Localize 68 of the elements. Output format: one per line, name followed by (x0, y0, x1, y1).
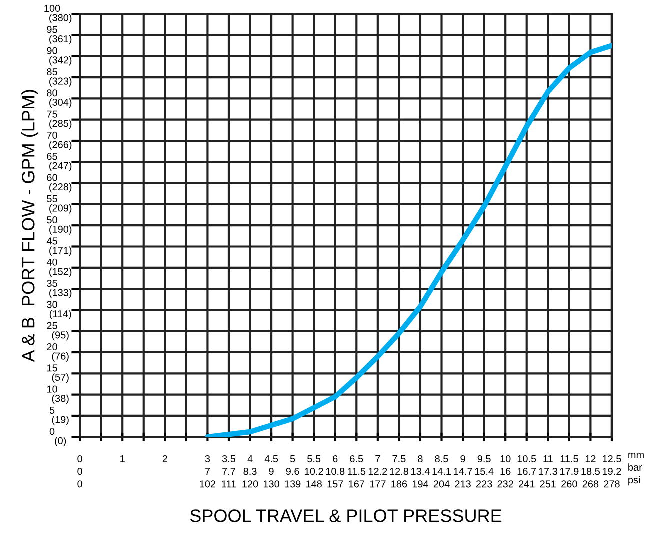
x-tick-label: 12 18.5 268 (582, 455, 600, 488)
y-tick-label: 15 (47, 364, 58, 372)
y-tick-label: 60 (47, 174, 58, 182)
y-tick-label: 95 (47, 26, 58, 34)
x-tick-label: 6 10.8 157 (326, 455, 345, 488)
y-tick-label: 20 (47, 343, 58, 351)
y-tick-label: 80 (47, 90, 58, 97)
text: mm bar psi (628, 452, 644, 486)
y2-tick-label: (152) (50, 268, 72, 278)
y-tick-label: 90 (47, 47, 58, 54)
x-tick-label: 3 7 102 (200, 455, 216, 488)
y2-tick-label: (171) (50, 246, 72, 256)
y-tick-label: 50 (47, 216, 58, 224)
x-tick-label: 9.5 15.4 223 (475, 455, 494, 488)
y-tick-label: 75 (47, 110, 58, 118)
x-tick-label: 2 (162, 455, 168, 462)
y2-tick-label: (0) (55, 437, 66, 446)
y2-tick-label: (266) (50, 140, 72, 150)
x-tick-label: 5 9.6 139 (285, 456, 301, 488)
x-tick-label: 12.5 19.2 278 (603, 455, 622, 488)
x-tick-label: 8.5 14.1 204 (432, 455, 451, 488)
y2-tick-label: (247) (50, 162, 72, 172)
x-tick-label: 9 14.7 213 (454, 455, 472, 488)
y2-tick-label: (57) (52, 374, 69, 383)
y-tick-label: 100 (44, 5, 60, 12)
x-tick-label: 4 8.3 120 (242, 456, 258, 488)
x-tick-label: 6.5 11.5 167 (348, 455, 366, 488)
y2-tick-label: (190) (50, 226, 72, 235)
y-tick-label: 5 (50, 407, 55, 414)
x-tick-label: 11 17.3 251 (539, 456, 558, 488)
x-tick-label: 0 0 0 (78, 455, 82, 488)
x-tick-label: 11.5 17.9 260 (560, 456, 579, 488)
y2-tick-label: (19) (52, 416, 69, 426)
y-tick-label: 30 (47, 301, 58, 308)
y-axis-title: A & B PORT FLOW - GPM (LPM) (22, 90, 38, 362)
y-tick-label: 35 (47, 280, 58, 288)
x-tick-label: 5.5 10.2 148 (305, 456, 324, 488)
y-tick-label: 10 (47, 386, 58, 393)
y-tick-label: 70 (47, 132, 58, 140)
y2-tick-label: (228) (50, 183, 72, 193)
x-tick-label: 4.5 9 130 (264, 456, 280, 488)
y2-tick-label: (342) (50, 56, 72, 66)
y-tick-label: 85 (47, 68, 58, 76)
y2-tick-label: (323) (50, 78, 72, 87)
y2-tick-label: (285) (50, 120, 72, 130)
x-tick-label: 7.5 12.8 186 (390, 456, 408, 488)
y-tick-label: 45 (46, 238, 58, 245)
y2-tick-label: (380) (50, 14, 72, 24)
y2-tick-label: (304) (50, 98, 72, 108)
y2-tick-label: (133) (50, 289, 72, 298)
y-tick-label: 0 (50, 428, 55, 436)
x-tick-label: 3.5 7.7 111 (222, 455, 236, 488)
y2-tick-label: (209) (50, 204, 72, 214)
y2-tick-label: (114) (50, 310, 72, 320)
x-tick-label: 10.5 16.7 241 (518, 455, 536, 488)
x-tick-label: 1 (120, 456, 125, 462)
y2-tick-label: (76) (52, 352, 69, 362)
y-tick-label: 40 (46, 258, 58, 266)
y2-tick-label: (361) (50, 35, 72, 45)
x-tick-label: 10 16 232 (498, 455, 514, 488)
y-tick-label: 55 (47, 195, 58, 202)
y2-tick-label: (38) (52, 394, 69, 404)
x-axis-title: SPOOL TRAVEL & PILOT PRESSURE (190, 510, 502, 522)
y2-tick-label: (95) (52, 331, 69, 341)
y-tick-label: 25 (47, 322, 58, 330)
x-tick-label: 7 12.2 177 (368, 456, 388, 488)
y-tick-label: 65 (47, 153, 58, 160)
x-tick-label: 8 13.4 194 (412, 455, 430, 488)
